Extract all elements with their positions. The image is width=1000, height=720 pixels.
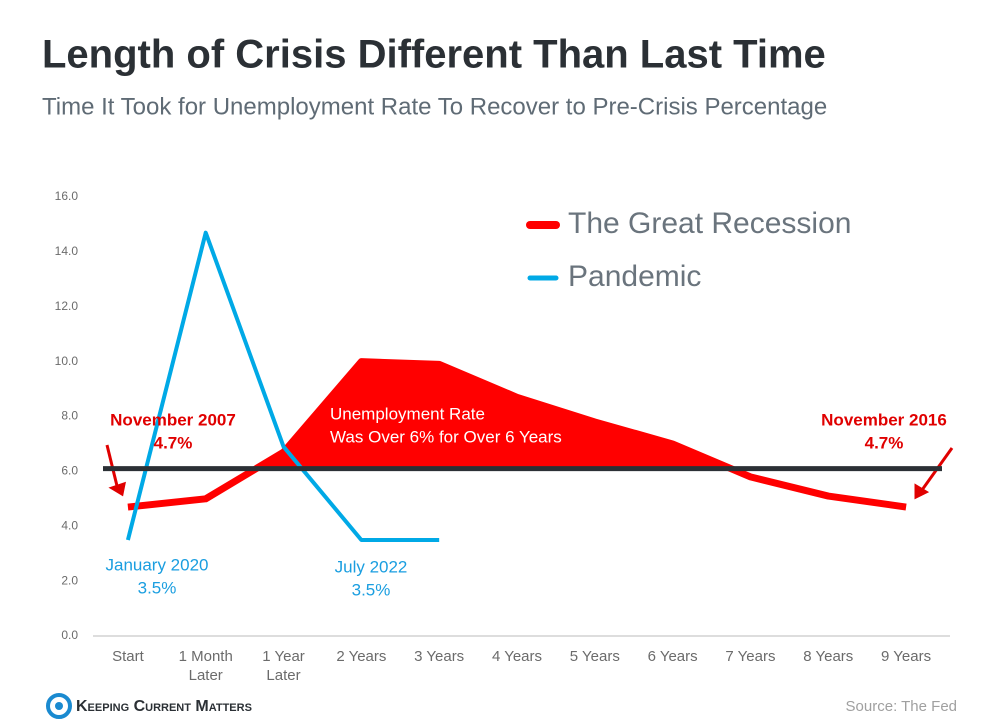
logo-icon (46, 693, 72, 719)
annotation: November 2016 (821, 410, 947, 429)
annotation: Was Over 6% for Over 6 Years (330, 427, 562, 446)
x-tick-label: 1 Year Later (262, 648, 305, 684)
x-tick-label: 9 Years (881, 648, 932, 665)
annotation: 3.5% (138, 578, 177, 597)
x-tick-label: Start (112, 648, 144, 665)
y-tick-label: 4.0 (61, 518, 78, 532)
logo-text: Keeping Current Matters (76, 698, 252, 715)
y-tick-label: 14.0 (55, 244, 79, 258)
annotation: January 2020 (105, 555, 208, 574)
x-tick-label: 4 Years (491, 648, 543, 665)
x-tick-label: 1 Month Later (178, 648, 233, 684)
x-tick-label: 3 Years (414, 648, 465, 665)
annotation: 3.5% (352, 580, 391, 599)
annotation: November 2007 (110, 410, 236, 429)
area (127, 361, 907, 469)
source: Source: The Fed (846, 698, 957, 715)
logo-icon-dot (55, 702, 63, 710)
x-tick-label: 7 Years (725, 648, 776, 665)
chart-subtitle: Time It Took for Unemployment Rate To Re… (42, 93, 827, 120)
x-tick-label: 2 Years (336, 648, 387, 665)
legend-label: The Great Recession (568, 207, 851, 240)
annotation: Unemployment Rate (330, 404, 485, 423)
y-tick-label: 12.0 (55, 299, 79, 313)
x-tick-label: 6 Years (647, 648, 698, 665)
annotation: 4.7% (154, 433, 193, 452)
logo: Keeping Current Matters (46, 693, 252, 719)
annotation: 4.7% (865, 433, 904, 452)
y-tick-label: 8.0 (61, 409, 78, 423)
y-tick-label: 16.0 (55, 189, 79, 203)
y-tick-label: 10.0 (55, 354, 79, 368)
y-tick-label: 2.0 (61, 573, 78, 587)
y-tick-label: 0.0 (61, 628, 78, 642)
x-tick-label: 8 Years (803, 648, 854, 665)
chart-title: Length of Crisis Different Than Last Tim… (42, 33, 826, 77)
line (125, 230, 440, 542)
annotation: July 2022 (335, 557, 408, 576)
legend-label: Pandemic (568, 260, 701, 293)
y-tick-label: 6.0 (61, 464, 78, 478)
x-tick-label: 5 Years (569, 648, 620, 665)
